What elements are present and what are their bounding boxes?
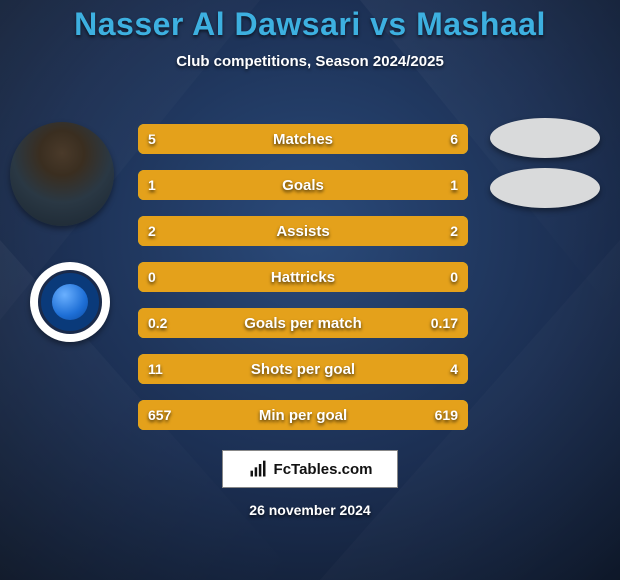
- stat-row: 114Shots per goal: [138, 354, 468, 384]
- fctables-icon: [248, 459, 268, 479]
- stat-bar-right: [287, 124, 469, 154]
- stat-bar-left: [138, 308, 316, 338]
- stat-row: 0.20.17Goals per match: [138, 308, 468, 338]
- player1-avatar: [10, 122, 114, 226]
- watermark-text: FcTables.com: [274, 461, 373, 478]
- stat-bar-right: [316, 308, 468, 338]
- watermark-badge: FcTables.com: [222, 450, 398, 488]
- player2-avatar-placeholder: [490, 118, 600, 158]
- stat-bar-left: [138, 216, 303, 246]
- stats-chart: 56Matches 11Goals 22Assists 00Hattricks 0.20…: [138, 124, 468, 446]
- stat-bar-left: [138, 170, 303, 200]
- club2-logo-placeholder: [490, 168, 600, 208]
- stat-row: 56Matches: [138, 124, 468, 154]
- stat-bar-left: [138, 400, 310, 430]
- page-title: Nasser Al Dawsari vs Mashaal: [0, 6, 620, 43]
- club1-logo: [30, 262, 110, 342]
- stat-bar-left: [138, 354, 379, 384]
- stat-row: 00Hattricks: [138, 262, 468, 292]
- stat-row: 11Goals: [138, 170, 468, 200]
- club1-crest-icon: [38, 270, 102, 334]
- stat-bar-right: [303, 216, 468, 246]
- stat-row: 22Assists: [138, 216, 468, 246]
- stat-bar-right: [310, 400, 468, 430]
- stat-bar-right: [303, 170, 468, 200]
- stat-bar-right: [303, 262, 468, 292]
- stat-bar-left: [138, 262, 303, 292]
- stat-row: 657619Min per goal: [138, 400, 468, 430]
- subtitle: Club competitions, Season 2024/2025: [0, 53, 620, 70]
- stat-bar-left: [138, 124, 287, 154]
- date-label: 26 november 2024: [249, 502, 370, 518]
- stat-bar-right: [379, 354, 468, 384]
